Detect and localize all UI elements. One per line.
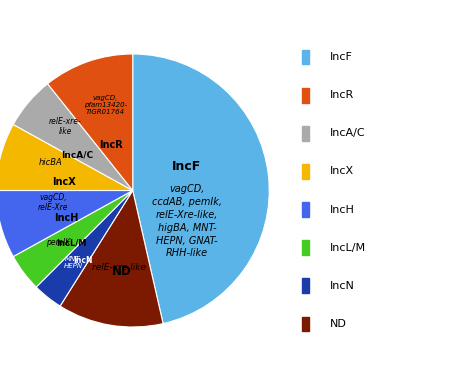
Wedge shape <box>133 54 269 323</box>
Wedge shape <box>13 190 133 287</box>
Text: relE-xre like: relE-xre like <box>91 263 146 272</box>
Text: vagCD,
ccdAB, pemIk,
relE-Xre-like,
higBA, MNT-
HEPN, GNAT-
RHH-like: vagCD, ccdAB, pemIk, relE-Xre-like, higB… <box>152 184 222 258</box>
Text: IncR: IncR <box>330 90 355 100</box>
Text: relE-xre-
like: relE-xre- like <box>48 117 82 136</box>
Bar <box>302 164 309 179</box>
Wedge shape <box>0 125 133 190</box>
Bar <box>302 88 309 102</box>
Text: IncN: IncN <box>73 256 93 265</box>
Text: vagCD,
pfam13420-
TIGR01764: vagCD, pfam13420- TIGR01764 <box>84 95 127 115</box>
Text: pemIK: pemIK <box>46 238 71 247</box>
Text: IncR: IncR <box>99 140 123 150</box>
Text: IncF: IncF <box>173 160 201 173</box>
Wedge shape <box>47 54 133 190</box>
Text: IncF: IncF <box>330 52 353 62</box>
Wedge shape <box>60 190 163 327</box>
Text: ND: ND <box>330 319 347 329</box>
Wedge shape <box>36 190 133 306</box>
Text: IncA/C: IncA/C <box>330 128 366 138</box>
Text: ND: ND <box>111 265 131 278</box>
Text: IncX: IncX <box>52 177 76 187</box>
Bar <box>302 50 309 64</box>
Text: hicBA: hicBA <box>39 158 63 167</box>
Text: IncA/C: IncA/C <box>61 150 93 159</box>
Text: IncH: IncH <box>55 213 79 224</box>
Text: IncH: IncH <box>330 205 355 215</box>
Text: IncN: IncN <box>330 281 355 291</box>
Text: vagCD,
relE-Xre: vagCD, relE-Xre <box>38 193 69 213</box>
Wedge shape <box>13 84 133 190</box>
Text: IncX: IncX <box>330 166 354 176</box>
Bar <box>302 202 309 217</box>
Bar <box>302 279 309 293</box>
Bar <box>302 240 309 255</box>
Text: MNT-
HEPN: MNT- HEPN <box>64 256 82 269</box>
Wedge shape <box>0 190 133 256</box>
Text: IncL/M: IncL/M <box>56 239 87 248</box>
Bar <box>302 317 309 331</box>
Bar <box>302 126 309 141</box>
Text: IncL/M: IncL/M <box>330 243 366 253</box>
